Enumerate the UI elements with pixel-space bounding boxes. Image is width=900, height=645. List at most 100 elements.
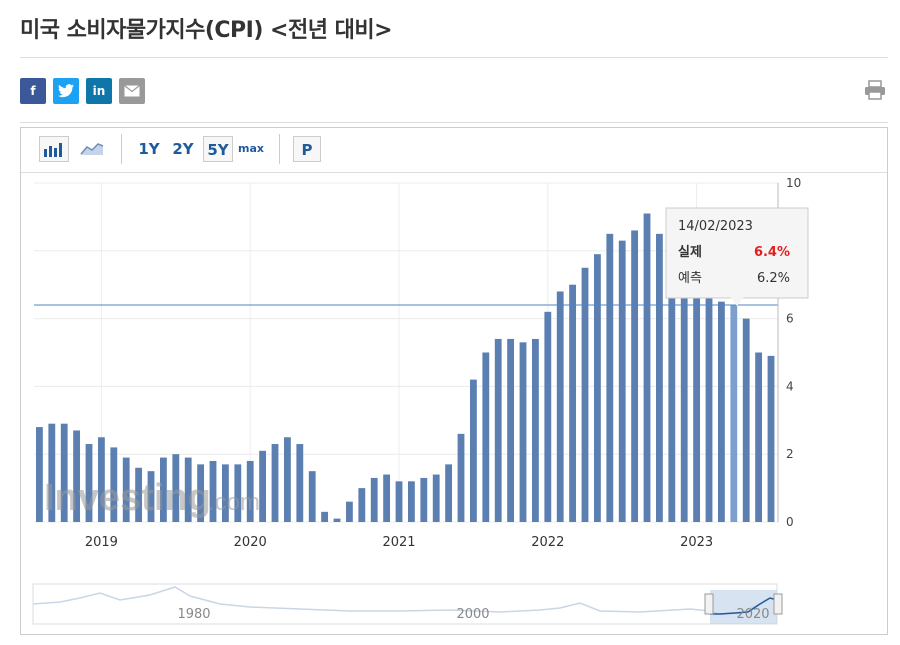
bar[interactable] [147, 471, 155, 522]
bar[interactable] [420, 477, 428, 522]
bar[interactable] [544, 311, 552, 522]
bar[interactable] [643, 213, 651, 522]
bar[interactable] [408, 481, 415, 522]
toolbar-separator [121, 134, 122, 164]
bar[interactable] [470, 379, 477, 522]
bar[interactable] [383, 474, 391, 522]
y-tick-label: 2 [786, 447, 794, 461]
bar[interactable] [333, 518, 341, 522]
p-button[interactable]: P [293, 136, 321, 162]
bar[interactable] [36, 427, 43, 522]
bar[interactable] [284, 437, 291, 522]
bar[interactable] [259, 450, 267, 522]
bar-chart-icon [44, 143, 62, 157]
bar[interactable] [445, 464, 453, 522]
range-2y-button[interactable]: 2Y [172, 140, 194, 158]
bar[interactable] [581, 267, 589, 522]
bar[interactable] [296, 444, 304, 522]
y-tick-label: 0 [786, 515, 794, 529]
tooltip-forecast-label: 예측 [678, 271, 702, 286]
bar[interactable] [457, 433, 465, 522]
bar[interactable] [246, 460, 254, 522]
bar[interactable] [370, 477, 378, 522]
range-1y-button[interactable]: 1Y [138, 140, 160, 158]
bar[interactable] [718, 301, 725, 522]
bar[interactable] [73, 430, 81, 522]
bar[interactable] [594, 254, 601, 522]
bar[interactable] [556, 291, 564, 522]
linkedin-share-button[interactable]: in [86, 78, 112, 104]
bar[interactable] [395, 481, 403, 522]
bar[interactable] [494, 338, 502, 522]
bar[interactable] [48, 423, 56, 522]
x-tick-label: 2019 [85, 535, 118, 550]
range-5y-button[interactable]: 5Y [203, 136, 233, 162]
bar[interactable] [668, 240, 676, 522]
bar[interactable] [308, 471, 316, 522]
bar[interactable] [482, 352, 490, 523]
y-tick-label: 6 [786, 312, 794, 326]
twitter-icon [58, 84, 74, 98]
bar[interactable] [122, 457, 130, 522]
bar[interactable] [85, 444, 93, 522]
x-tick-label: 2022 [531, 535, 564, 550]
bar[interactable] [519, 342, 527, 522]
tooltip-forecast-value: 6.2% [757, 271, 790, 286]
toolbar-separator [279, 134, 280, 164]
navigator-right-handle[interactable] [773, 593, 783, 615]
watermark-suffix: .com [208, 489, 260, 516]
bar[interactable] [532, 338, 539, 522]
email-share-button[interactable] [119, 78, 145, 104]
bar[interactable] [693, 260, 701, 522]
bar[interactable] [656, 233, 663, 522]
bar[interactable] [271, 444, 279, 522]
navigator-left-handle[interactable] [704, 593, 714, 615]
bar[interactable] [507, 338, 515, 522]
bar[interactable] [110, 447, 118, 522]
bar-chart-toggle[interactable] [39, 136, 69, 162]
bar[interactable] [160, 457, 167, 522]
bar[interactable] [432, 474, 440, 522]
bar[interactable] [631, 230, 639, 522]
title-divider [20, 57, 888, 58]
twitter-share-button[interactable] [53, 78, 79, 104]
bar[interactable] [222, 464, 229, 522]
page-title: 미국 소비자물가지수(CPI) <전년 대비> [20, 18, 393, 43]
bar[interactable] [234, 464, 242, 522]
chart-toolbar: 1Y 2Y 5Y max P [21, 128, 887, 173]
x-tick-label: 2020 [234, 535, 267, 550]
bar[interactable] [172, 454, 180, 522]
bar[interactable] [346, 501, 353, 522]
bar[interactable] [606, 233, 614, 522]
bar[interactable] [680, 244, 688, 522]
bar[interactable] [321, 511, 329, 522]
bar[interactable] [742, 318, 750, 522]
bar[interactable] [730, 305, 738, 522]
printer-icon[interactable] [864, 80, 886, 100]
bar[interactable] [98, 437, 105, 522]
bar[interactable] [358, 488, 366, 522]
line-chart-toggle[interactable] [77, 136, 107, 162]
range-max-button[interactable]: max [238, 142, 264, 155]
bar[interactable] [618, 240, 626, 522]
y-tick-label: 4 [786, 379, 794, 393]
navigator-selection[interactable] [710, 590, 777, 624]
navigator-frame [32, 583, 778, 625]
bar[interactable] [755, 352, 763, 523]
chart-panel: 1Y 2Y 5Y max P [20, 127, 888, 635]
bar[interactable] [135, 467, 143, 522]
bar[interactable] [569, 284, 577, 522]
bar[interactable] [705, 281, 713, 522]
navigator[interactable]: 1980 2000 2020 [32, 583, 783, 625]
bar[interactable] [209, 460, 217, 522]
tooltip-actual-value: 6.4% [754, 245, 790, 260]
bar[interactable] [184, 457, 192, 522]
tooltip-pointer [730, 297, 744, 306]
facebook-share-button[interactable]: f [20, 78, 46, 104]
bar[interactable] [767, 355, 775, 522]
area-chart-icon [80, 143, 104, 155]
bar[interactable] [60, 423, 68, 522]
bar[interactable] [197, 464, 205, 522]
y-tick-label: 10 [786, 176, 801, 190]
